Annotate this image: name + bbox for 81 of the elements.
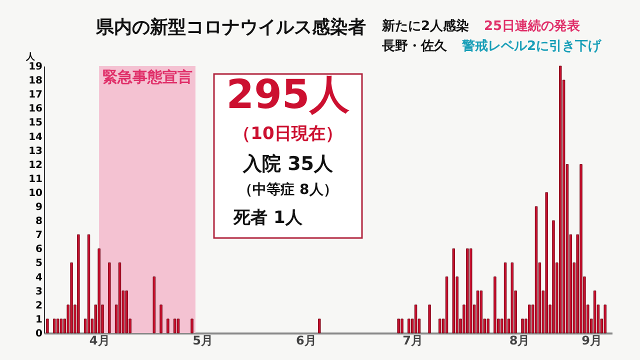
annotation: 295人 (226, 72, 351, 118)
bar (173, 318, 176, 334)
bar (470, 248, 472, 334)
bar (528, 304, 531, 334)
y-tick-label: 0 (36, 328, 43, 340)
bar (428, 304, 431, 334)
text: 25日連続の発表 (484, 19, 582, 34)
annotation: 死者 1人 (232, 208, 304, 228)
bar (166, 318, 170, 334)
x-tick-label: 5月 (192, 334, 214, 348)
y-tick-label: 11 (28, 174, 43, 185)
y-tick-label: 9 (36, 202, 43, 214)
bar (70, 262, 73, 334)
y-tick-label: 13 (28, 146, 43, 157)
x-tick-label: 9月 (582, 334, 602, 348)
bar (486, 318, 490, 334)
x-tick-label: 7月 (402, 334, 424, 348)
bar (504, 262, 507, 334)
bar (521, 318, 524, 334)
bar (559, 66, 562, 334)
x-tick-label: 4月 (89, 334, 110, 348)
bar (414, 304, 418, 334)
y-tick-label: 17 (28, 90, 43, 101)
bar (397, 318, 400, 334)
y-tick-label: 4 (36, 272, 43, 284)
y-tick-label: 10 (28, 188, 43, 199)
text: 長野・佐久 (381, 39, 448, 54)
bar (118, 262, 122, 334)
y-tick-label: 1 (36, 314, 43, 326)
annotation: （10日現在） (234, 124, 342, 144)
y-tick-label: 16 (28, 104, 43, 115)
y-tick-label: 5 (36, 258, 43, 270)
band-label: 緊急事態宣言 (102, 68, 192, 86)
y-tick-label: 3 (36, 286, 43, 298)
y-tick-label: 14 (28, 132, 43, 143)
y-tick-label: 19 (28, 62, 43, 72)
bar (77, 234, 80, 334)
bar (545, 192, 548, 334)
bar (60, 318, 63, 334)
bar (580, 164, 582, 334)
bar (445, 276, 448, 334)
bar (476, 290, 480, 334)
text: 新たに2人感染 (381, 18, 470, 34)
y-tick-label: 2 (36, 300, 43, 312)
bar (593, 290, 596, 334)
y-tick-label: 6 (36, 244, 43, 256)
bar (452, 248, 455, 334)
bar (494, 276, 496, 334)
bar (466, 248, 469, 334)
bar (125, 290, 128, 334)
annotation: （中等症 8人） (238, 181, 338, 198)
bar (604, 304, 606, 334)
bar (408, 318, 410, 334)
annotation: 入院 35人 (242, 153, 334, 175)
x-tick-label: 6月 (296, 334, 316, 348)
bar (480, 290, 483, 334)
bar (318, 318, 321, 334)
bar (98, 248, 100, 334)
bar (438, 318, 442, 334)
bar (46, 318, 49, 334)
bar (534, 206, 538, 334)
bar (87, 234, 90, 334)
bar (152, 276, 156, 334)
bar (160, 304, 162, 334)
y-tick-label: 15 (28, 118, 43, 129)
chart-title: 県内の新型コロナウイルス感染者 (95, 17, 366, 38)
y-axis-title: 人 (25, 52, 36, 62)
bar (190, 318, 194, 334)
bar (400, 318, 404, 334)
y-tick-label: 18 (28, 76, 43, 87)
text: 警戒レベル2に引き下げ (461, 38, 602, 54)
y-tick-label: 12 (28, 160, 43, 171)
bar (552, 220, 555, 334)
bar (510, 262, 514, 334)
bar (56, 318, 60, 334)
bar (52, 318, 56, 334)
bar (176, 318, 180, 334)
y-tick-label: 8 (36, 216, 43, 228)
x-tick-label: 8月 (509, 334, 530, 348)
y-tick-label: 7 (36, 230, 43, 242)
bar (108, 262, 111, 334)
